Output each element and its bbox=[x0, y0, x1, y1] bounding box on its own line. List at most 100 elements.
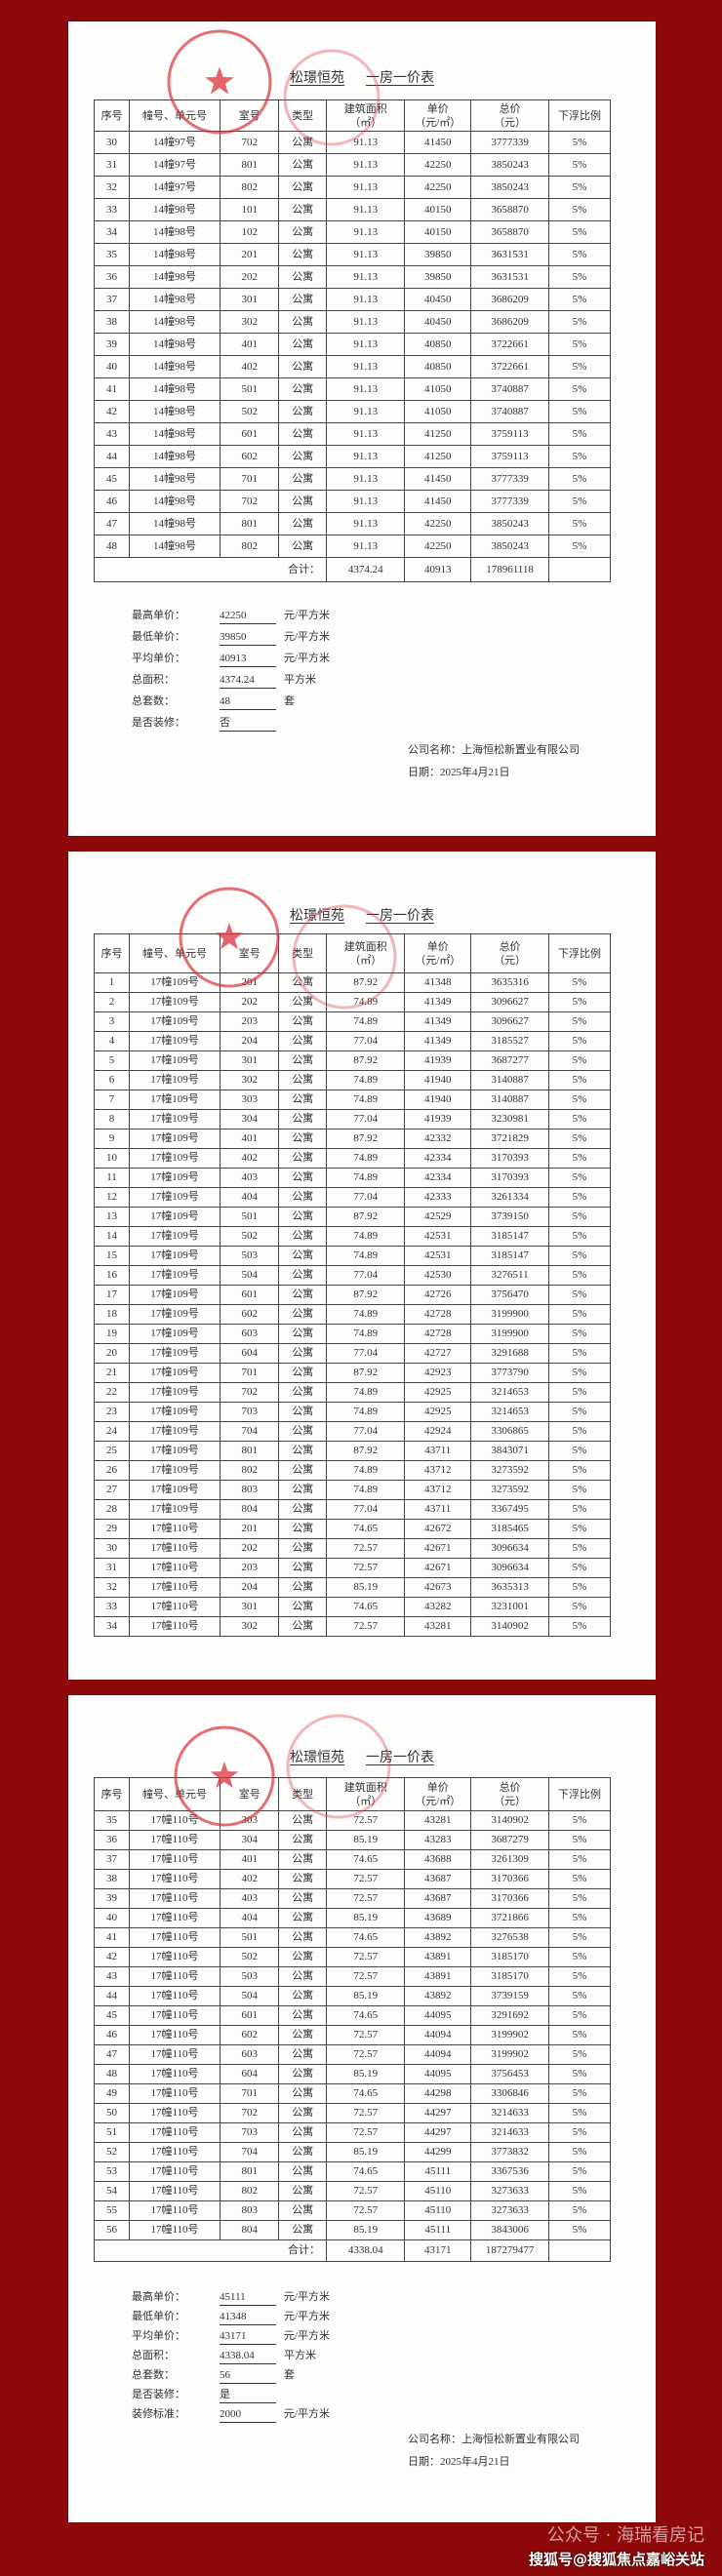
cell-discount: 5% bbox=[548, 1070, 611, 1090]
column-header-total-price: 总价 （元） bbox=[470, 933, 549, 973]
cell-room: 401 bbox=[220, 333, 280, 356]
cell-seq: 17 bbox=[94, 1285, 130, 1305]
table-row: 27 17幢109号 803 公寓 74.89 43712 3273592 5% bbox=[94, 1480, 611, 1500]
cell-area: 87.92 bbox=[326, 1207, 406, 1227]
cell-total-price: 3214633 bbox=[470, 2103, 549, 2123]
cell-seq: 44 bbox=[94, 445, 130, 468]
cell-discount: 5% bbox=[548, 1363, 611, 1383]
table-row: 13 17幢109号 501 公寓 87.92 42529 3739150 5% bbox=[94, 1207, 611, 1227]
cell-seq: 30 bbox=[94, 131, 130, 154]
table-row: 48 14幢98号 802 公寓 91.13 42250 3850243 5% bbox=[94, 535, 611, 558]
cell-discount: 5% bbox=[548, 1888, 611, 1909]
column-header-line: 类型 bbox=[292, 109, 314, 122]
cell-unit-price: 43688 bbox=[404, 1849, 472, 1870]
cell-area: 74.89 bbox=[326, 1382, 406, 1403]
summary-unit: 元/平方米 bbox=[284, 2311, 331, 2322]
cell-total-price: 3687279 bbox=[470, 1830, 549, 1850]
cell-room: 801 bbox=[220, 153, 280, 177]
cell-seq: 53 bbox=[94, 2161, 130, 2182]
cell-type: 公寓 bbox=[278, 2220, 328, 2240]
cell-discount: 5% bbox=[548, 992, 611, 1012]
cell-total-price: 3096634 bbox=[470, 1558, 549, 1578]
cell-area: 74.89 bbox=[326, 1402, 406, 1422]
cell-discount: 5% bbox=[548, 1849, 611, 1870]
cell-area: 87.92 bbox=[326, 1441, 406, 1461]
cell-total-price: 3261309 bbox=[470, 1849, 549, 1870]
cell-room: 502 bbox=[220, 1947, 280, 1967]
cell-building-unit: 17幢109号 bbox=[128, 1402, 221, 1422]
cell-room: 601 bbox=[220, 2005, 280, 2026]
column-header-line: 总价 bbox=[499, 940, 521, 953]
price-table: 序号 幢号、单元号 室号 类型 建筑面积 （㎡） 单价 （元/㎡） 总价 （元） 下浮比例 35 17幢… bbox=[93, 1777, 611, 2262]
cell-area: 74.89 bbox=[326, 1246, 406, 1266]
summary-value: 4374.24 bbox=[220, 673, 276, 689]
cell-type: 公寓 bbox=[278, 445, 328, 468]
cell-discount: 5% bbox=[548, 153, 611, 177]
cell-unit-price: 41050 bbox=[404, 400, 472, 423]
table-row: 25 17幢109号 801 公寓 87.92 43711 3843071 5% bbox=[94, 1441, 611, 1461]
total-area: 4338.04 bbox=[326, 2239, 406, 2262]
cell-total-price: 3686209 bbox=[470, 288, 549, 311]
table-row: 42 14幢98号 502 公寓 91.13 41050 3740887 5% bbox=[94, 400, 611, 423]
cell-room: 203 bbox=[220, 1011, 280, 1032]
column-header-room: 室号 bbox=[220, 933, 280, 973]
cell-total-price: 3214653 bbox=[470, 1382, 549, 1403]
cell-total-price: 3170366 bbox=[470, 1888, 549, 1909]
cell-unit-price: 44094 bbox=[404, 2044, 472, 2065]
column-header-unit-price: 单价 （元/㎡） bbox=[404, 1777, 472, 1811]
cell-building-unit: 17幢109号 bbox=[128, 1441, 221, 1461]
cell-room: 502 bbox=[220, 1226, 280, 1247]
cell-building-unit: 14幢98号 bbox=[128, 310, 221, 334]
cell-total-price: 3850243 bbox=[470, 176, 549, 199]
cell-seq: 42 bbox=[94, 1947, 130, 1967]
cell-type: 公寓 bbox=[278, 198, 328, 221]
cell-total-price: 3140887 bbox=[470, 1090, 549, 1110]
cell-building-unit: 17幢110号 bbox=[128, 1927, 221, 1948]
cell-room: 401 bbox=[220, 1129, 280, 1149]
cell-discount: 5% bbox=[548, 1869, 611, 1889]
average-unit-price: 43171 bbox=[404, 2239, 472, 2262]
table-row: 42 17幢110号 502 公寓 72.57 43891 3185170 5% bbox=[94, 1947, 611, 1967]
cell-type: 公寓 bbox=[278, 1324, 328, 1344]
cell-area: 91.13 bbox=[326, 445, 406, 468]
cell-building-unit: 17幢110号 bbox=[128, 1519, 221, 1539]
cell-type: 公寓 bbox=[278, 2122, 328, 2143]
cell-total-price: 3773832 bbox=[470, 2142, 549, 2162]
column-header-seq: 序号 bbox=[94, 99, 130, 132]
cell-type: 公寓 bbox=[278, 1226, 328, 1247]
column-header-room: 室号 bbox=[220, 99, 280, 132]
table-row: 2 17幢109号 202 公寓 74.89 41349 3096627 5% bbox=[94, 992, 611, 1012]
cell-seq: 26 bbox=[94, 1460, 130, 1481]
cell-building-unit: 17幢110号 bbox=[128, 2142, 221, 2162]
cell-total-price: 3722661 bbox=[470, 355, 549, 378]
cell-type: 公寓 bbox=[278, 1830, 328, 1850]
cell-seq: 45 bbox=[94, 467, 130, 491]
table-row: 31 14幢97号 801 公寓 91.13 42250 3850243 5% bbox=[94, 153, 611, 177]
table-row: 44 17幢110号 504 公寓 85.19 43892 3739159 5% bbox=[94, 1986, 611, 2006]
cell-unit-price: 42673 bbox=[404, 1577, 472, 1598]
table-row: 35 14幢98号 201 公寓 91.13 39850 3631531 5% bbox=[94, 243, 611, 266]
cell-total-price: 3740887 bbox=[470, 377, 549, 401]
table-row: 34 17幢110号 302 公寓 72.57 43281 3140902 5% bbox=[94, 1616, 611, 1637]
cell-seq: 9 bbox=[94, 1129, 130, 1149]
cell-total-price: 3658870 bbox=[470, 220, 549, 244]
cell-area: 85.19 bbox=[326, 1830, 406, 1850]
cell-building-unit: 17幢110号 bbox=[128, 1577, 221, 1598]
cell-area: 91.13 bbox=[326, 131, 406, 154]
cell-building-unit: 17幢109号 bbox=[128, 1304, 221, 1325]
cell-area: 72.57 bbox=[326, 1947, 406, 1967]
cell-seq: 4 bbox=[94, 1031, 130, 1051]
cell-total-price: 3631531 bbox=[470, 243, 549, 266]
cell-room: 501 bbox=[220, 1207, 280, 1227]
cell-type: 公寓 bbox=[278, 1148, 328, 1169]
summary-unit: 元/平方米 bbox=[284, 2408, 331, 2420]
cell-total-price: 3273633 bbox=[470, 2200, 549, 2221]
cell-building-unit: 17幢110号 bbox=[128, 1849, 221, 1870]
cell-type: 公寓 bbox=[278, 1382, 328, 1403]
cell-seq: 31 bbox=[94, 153, 130, 177]
cell-type: 公寓 bbox=[278, 1285, 328, 1305]
cell-area: 74.89 bbox=[326, 1011, 406, 1032]
cell-room: 601 bbox=[220, 1285, 280, 1305]
issue-date: 日期：2025年4月21日 bbox=[408, 2456, 510, 2468]
cell-seq: 30 bbox=[94, 1538, 130, 1559]
